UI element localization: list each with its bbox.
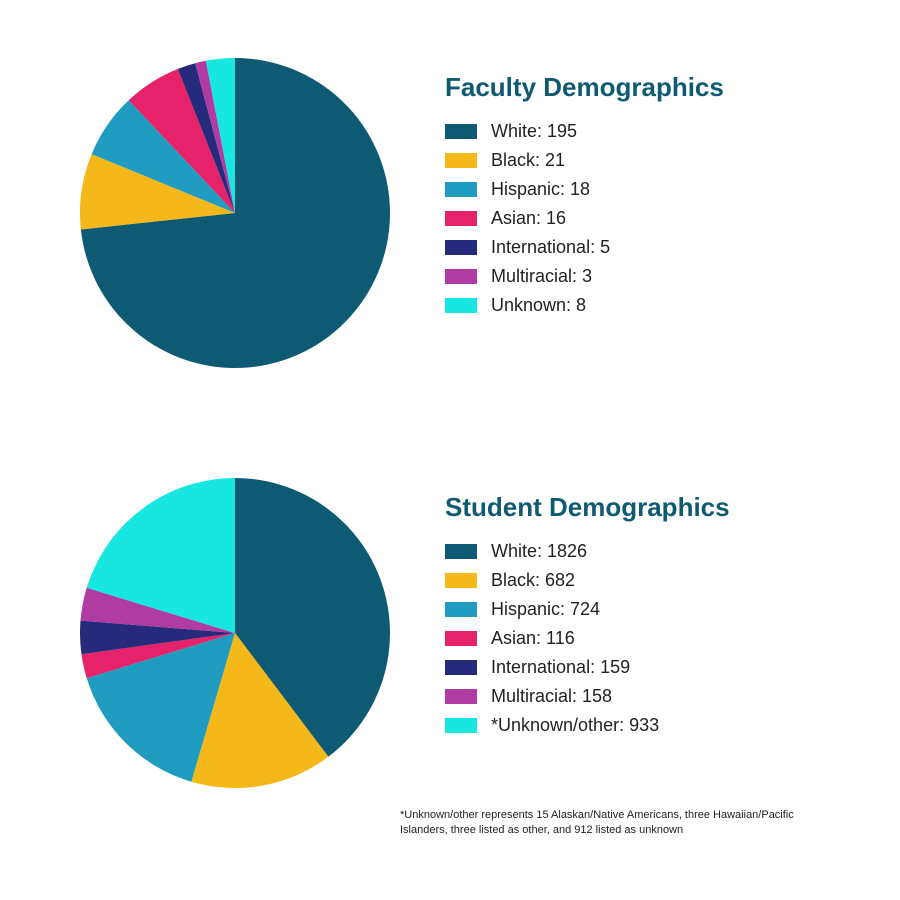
legend-item: Black: 21	[445, 150, 724, 171]
chart-title: Student Demographics	[445, 492, 730, 523]
legend-swatch	[445, 689, 477, 704]
legend-item: Hispanic: 18	[445, 179, 724, 200]
legend-item: Multiracial: 3	[445, 266, 724, 287]
legend-item: Asian: 116	[445, 628, 730, 649]
legend-swatch	[445, 153, 477, 168]
legend-item: Unknown: 8	[445, 295, 724, 316]
legend-item: International: 159	[445, 657, 730, 678]
student-chart: Student Demographics White: 1826 Black: 68…	[80, 478, 730, 788]
legend-label: Hispanic: 18	[491, 179, 590, 200]
legend-label: Multiracial: 3	[491, 266, 592, 287]
legend-swatch	[445, 573, 477, 588]
legend-swatch	[445, 660, 477, 675]
legend-swatch	[445, 544, 477, 559]
legend-label: International: 5	[491, 237, 610, 258]
legend-item: Black: 682	[445, 570, 730, 591]
legend-label: Asian: 116	[491, 628, 575, 649]
legend-label: White: 195	[491, 121, 577, 142]
legend-item: White: 195	[445, 121, 724, 142]
legend-label: International: 159	[491, 657, 630, 678]
legend-swatch	[445, 718, 477, 733]
legend-item: Asian: 16	[445, 208, 724, 229]
legend-label: Black: 682	[491, 570, 575, 591]
pie-faculty	[80, 58, 390, 368]
legend-label: White: 1826	[491, 541, 587, 562]
legend-item: Multiracial: 158	[445, 686, 730, 707]
legend-label: Unknown: 8	[491, 295, 586, 316]
legend-swatch	[445, 124, 477, 139]
legend-label: Asian: 16	[491, 208, 566, 229]
legend-swatch	[445, 631, 477, 646]
legend-swatch	[445, 269, 477, 284]
pie-student	[80, 478, 390, 788]
legend-item: Hispanic: 724	[445, 599, 730, 620]
legend-swatch	[445, 240, 477, 255]
legend-label: Hispanic: 724	[491, 599, 600, 620]
legend-label: Black: 21	[491, 150, 565, 171]
legend-faculty: Faculty Demographics White: 195 Black: 21 H…	[445, 72, 724, 324]
legend-item: White: 1826	[445, 541, 730, 562]
faculty-chart: Faculty Demographics White: 195 Black: 21 H…	[80, 58, 724, 368]
legend-item: International: 5	[445, 237, 724, 258]
legend-swatch	[445, 211, 477, 226]
footnote: *Unknown/other represents 15 Alaskan/Nat…	[400, 808, 820, 838]
legend-item: *Unknown/other: 933	[445, 715, 730, 736]
chart-title: Faculty Demographics	[445, 72, 724, 103]
legend-swatch	[445, 182, 477, 197]
legend-label: Multiracial: 158	[491, 686, 612, 707]
legend-swatch	[445, 602, 477, 617]
legend-swatch	[445, 298, 477, 313]
legend-student: Student Demographics White: 1826 Black: 68…	[445, 492, 730, 744]
legend-label: *Unknown/other: 933	[491, 715, 659, 736]
